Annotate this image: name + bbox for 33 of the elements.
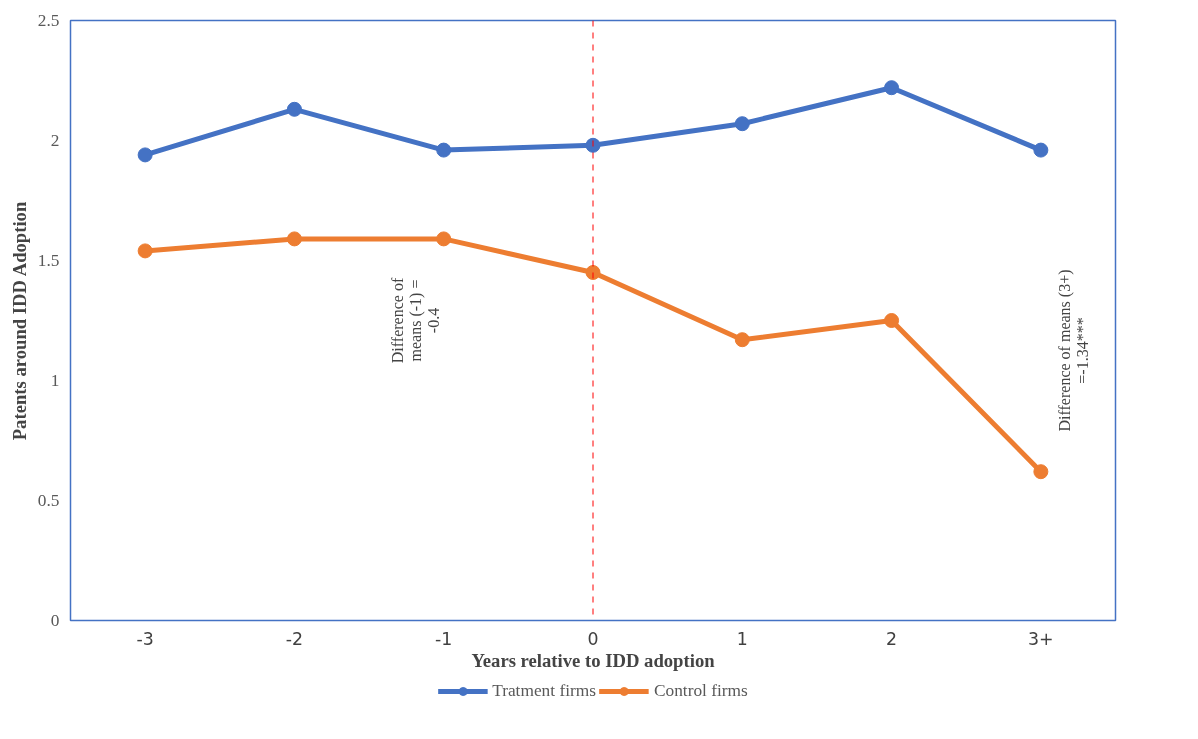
point xyxy=(884,80,900,96)
x-tick-label: -1 xyxy=(435,628,453,649)
x-axis-title: Years relative to IDD adoption xyxy=(471,649,716,671)
point xyxy=(1033,142,1049,158)
x-tick-label: -2 xyxy=(285,628,304,649)
y-tick-label: 2 xyxy=(50,131,60,150)
point xyxy=(137,147,153,163)
y-tick-label: 0 xyxy=(50,611,60,630)
point xyxy=(286,101,302,117)
point xyxy=(585,137,601,153)
point xyxy=(436,142,452,158)
point xyxy=(436,231,452,247)
legend-label: Control firms xyxy=(653,681,748,701)
point xyxy=(1033,464,1049,480)
y-axis-title: Patents around IDD Adoption xyxy=(8,201,30,441)
point xyxy=(734,116,750,132)
y-tick-label: 1.5 xyxy=(37,251,60,270)
y-tick-label: 0.5 xyxy=(37,491,60,510)
point xyxy=(286,231,302,247)
point xyxy=(734,332,750,348)
point xyxy=(585,265,601,280)
point xyxy=(137,243,153,259)
y-tick-label: 2.5 xyxy=(37,11,60,30)
x-tick-label: 0 xyxy=(587,628,599,649)
annotation: Difference of means (3+) =-1.34*** xyxy=(1056,269,1092,432)
annotation: Difference of means (-1) = -0.4 xyxy=(388,277,442,364)
point xyxy=(884,313,900,328)
x-tick-label: 1 xyxy=(736,628,748,649)
x-tick-label: 2 xyxy=(886,628,898,649)
x-tick-label: 3+ xyxy=(1028,628,1054,649)
legend-label: Tratment firms xyxy=(492,681,596,701)
x-tick-label: -3 xyxy=(136,628,154,649)
y-tick-label: 1 xyxy=(50,371,60,390)
